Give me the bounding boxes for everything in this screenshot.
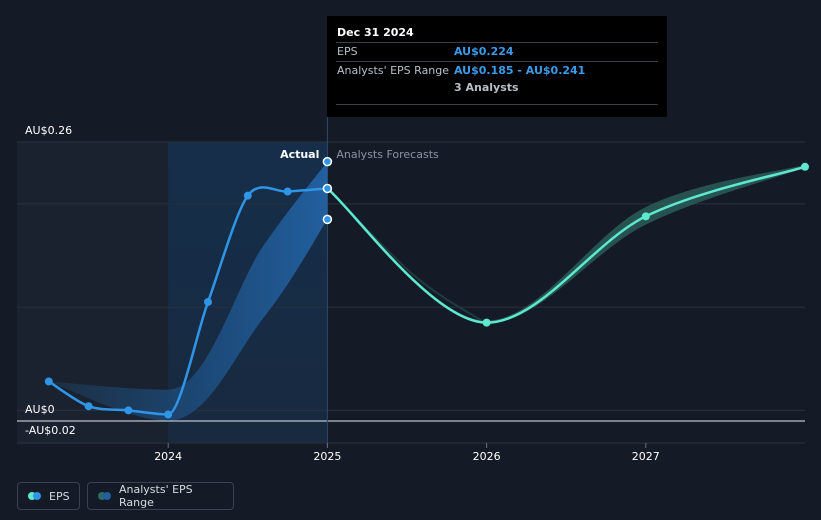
actual-label: Actual — [280, 148, 319, 161]
y-axis-label: AU$0 — [25, 403, 55, 416]
eps-actual-point — [44, 377, 53, 386]
eps-actual-point — [204, 297, 212, 306]
text-layer: AU$0.26 AU$0 -AU$0.02 2024 2025 2026 2027 Actua… — [25, 124, 660, 463]
range-legend-icon — [98, 492, 111, 500]
eps-actual-point — [283, 187, 292, 196]
eps-forecast-point — [482, 318, 491, 327]
tooltip-divider — [336, 42, 658, 43]
y-axis-label: -AU$0.02 — [25, 424, 76, 437]
eps-actual-point — [124, 406, 133, 415]
tooltip-eps-row: EPS AU$0.224 — [337, 43, 658, 60]
analysts-range-band-historical — [48, 161, 328, 421]
eps-actual-point — [84, 402, 93, 411]
tooltip-divider — [336, 104, 658, 105]
tooltip-range-row: Analysts' EPS Range AU$0.185 - AU$0.241 — [337, 62, 658, 79]
tooltip-analysts: 3 Analysts — [454, 81, 519, 94]
points-layer — [44, 156, 809, 419]
hover-marker-low — [322, 214, 333, 225]
legend-range-label: Analysts' EPS Range — [119, 483, 193, 509]
eps-actual-point — [164, 410, 173, 419]
y-axis-label: AU$0.26 — [25, 124, 72, 137]
hover-marker-eps — [322, 183, 333, 194]
tooltip-analysts-row: 3 Analysts — [337, 79, 658, 96]
legend-range[interactable]: Analysts' EPS Range — [87, 482, 234, 510]
forecast-label: Analysts Forecasts — [336, 148, 439, 161]
hover-marker-high — [322, 156, 333, 167]
forecast-range-low-edge — [326, 187, 488, 325]
legend-eps-label: EPS — [49, 489, 70, 503]
grid-layer — [17, 117, 805, 448]
legend-eps[interactable]: EPS — [17, 482, 80, 510]
x-axis-label: 2024 — [154, 450, 182, 463]
tooltip-eps-value: AU$0.224 — [454, 45, 514, 58]
eps-legend-icon — [28, 492, 41, 500]
tooltip-divider — [336, 61, 658, 62]
eps-forecast-point — [801, 162, 809, 171]
lines-layer — [48, 165, 806, 416]
eps-forecast-point — [641, 212, 650, 221]
tooltip: Dec 31 2024 EPS AU$0.224 Analysts' EPS R… — [327, 16, 667, 117]
eps-actual-point — [243, 191, 252, 200]
eps-actual-line — [48, 186, 328, 416]
tooltip-range-value: AU$0.185 - AU$0.241 — [454, 64, 586, 77]
eps-forecast-line — [326, 165, 806, 324]
tooltip-range-label: Analysts' EPS Range — [337, 64, 450, 77]
tooltip-date: Dec 31 2024 — [337, 26, 414, 39]
x-axis-label: 2027 — [632, 450, 660, 463]
x-axis-label: 2025 — [313, 450, 341, 463]
analysts-range-band-forecast — [327, 164, 805, 324]
x-axis-label: 2026 — [473, 450, 501, 463]
tooltip-eps-label: EPS — [337, 45, 358, 58]
